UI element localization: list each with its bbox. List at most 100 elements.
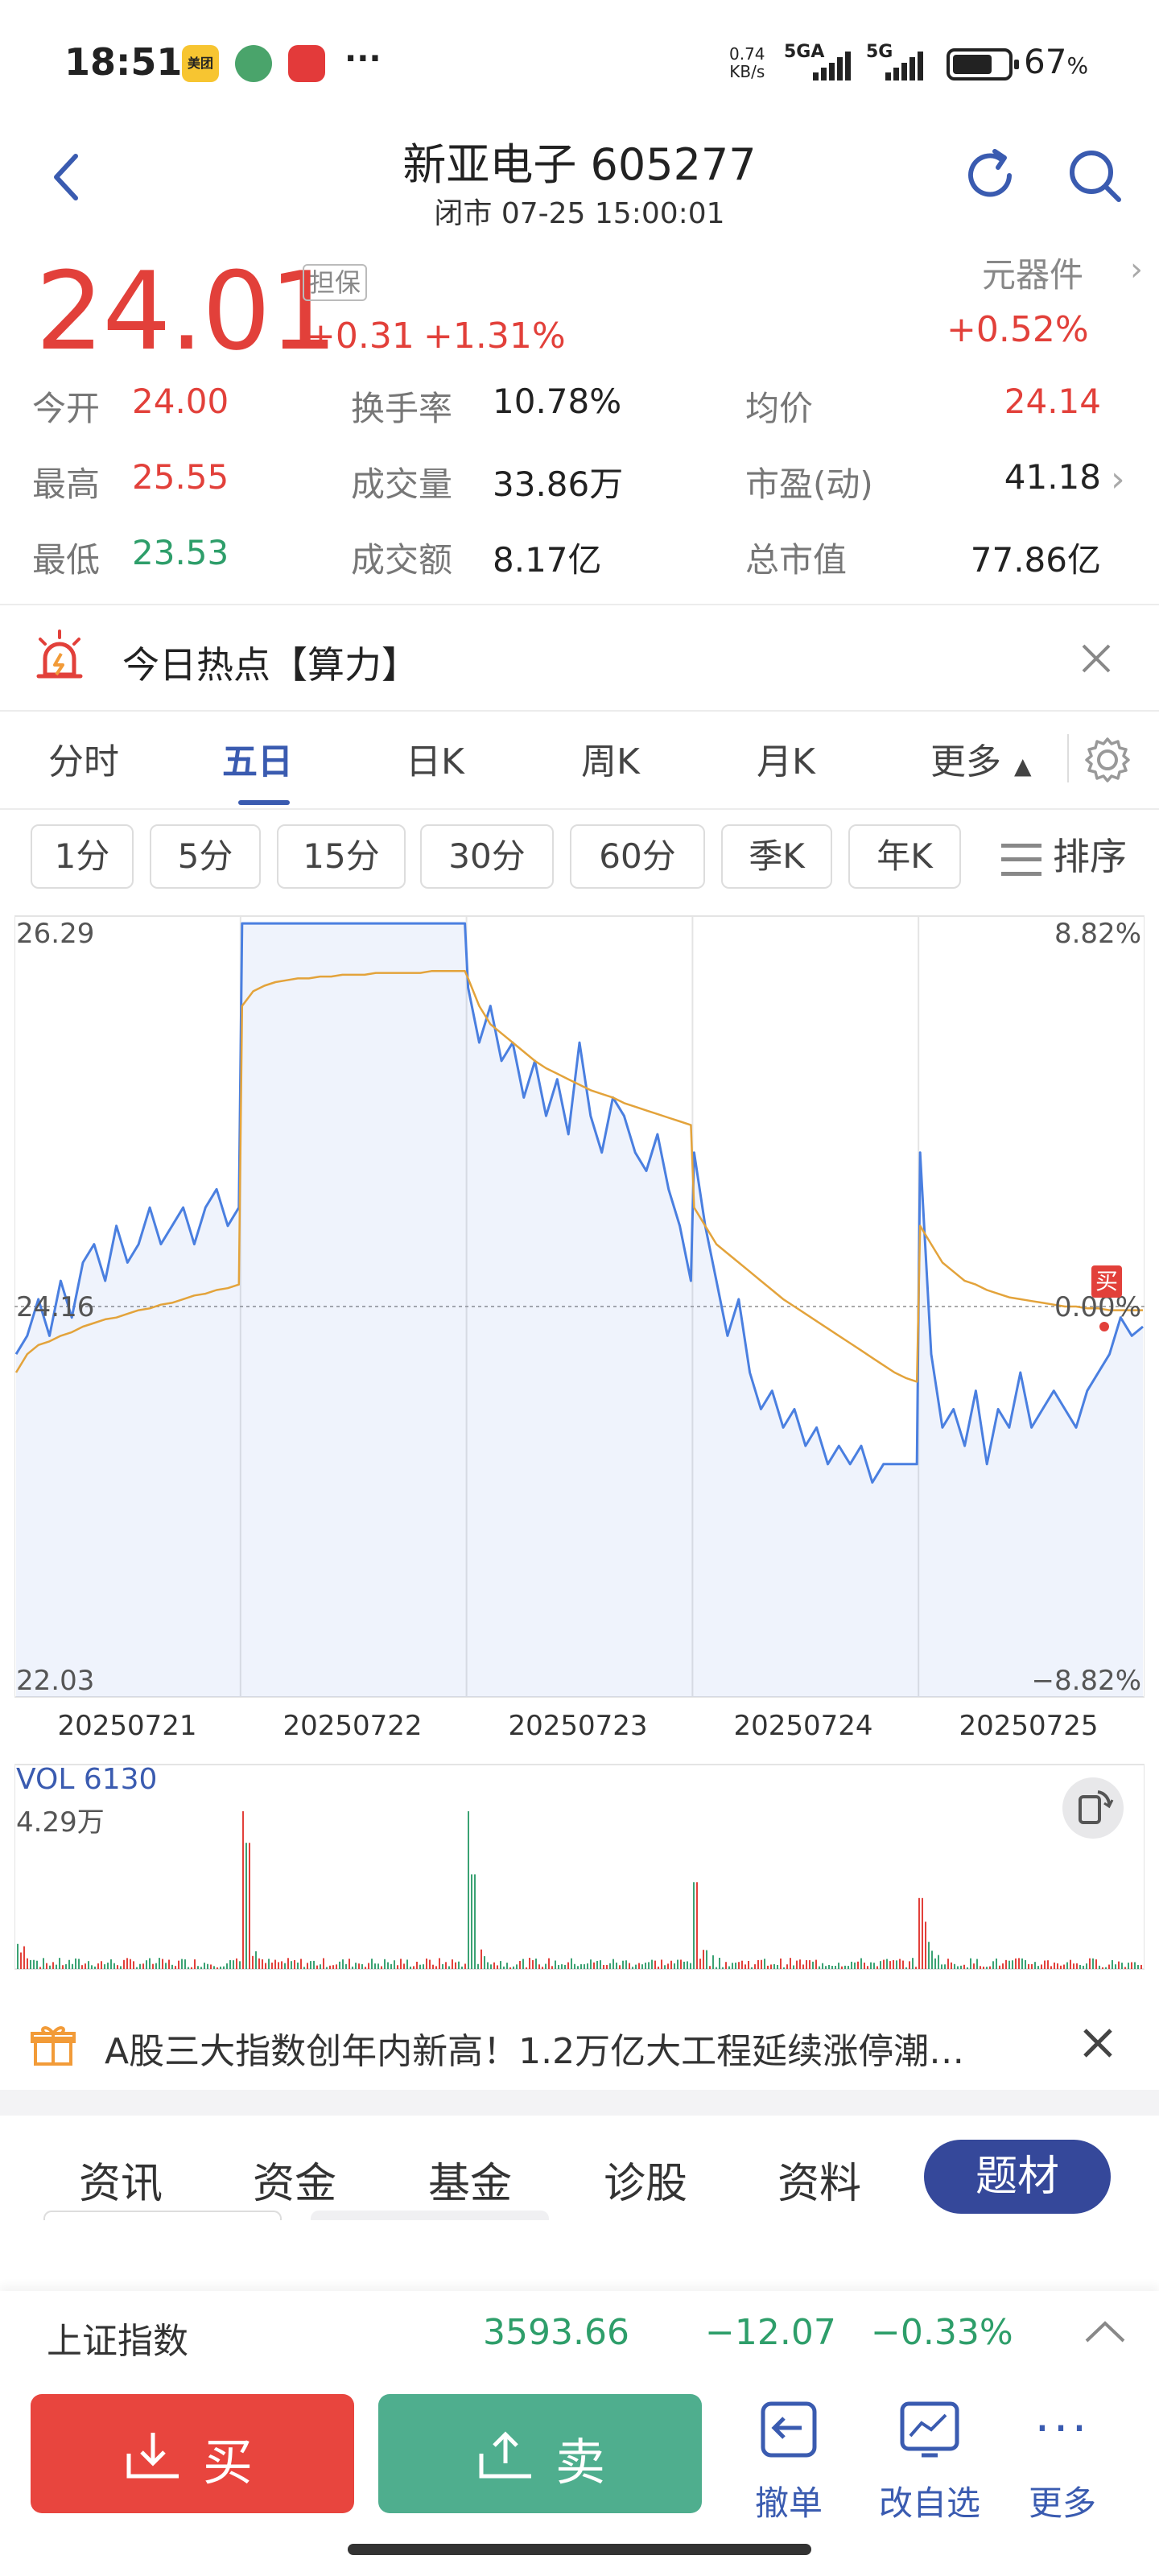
stat-value: 33.86万 — [493, 464, 624, 504]
stat-label: 最低 — [32, 540, 101, 580]
buy-button[interactable]: 买 — [31, 2394, 354, 2513]
sort-button[interactable]: 排序 — [1001, 824, 1127, 889]
net-speed: 0.74 KB/s — [729, 45, 765, 80]
search-icon — [1070, 151, 1121, 202]
battery-level: 67% — [1024, 42, 1089, 81]
market-status: 闭市 07-25 15:00:01 — [434, 197, 725, 230]
news-text: A股三大指数创年内新高！1.2万亿大工程延续涨停潮… — [105, 2031, 965, 2072]
meituan-app-icon: 美团 — [182, 45, 219, 82]
price-change: +0.31 — [306, 316, 415, 357]
gift-icon — [31, 2026, 76, 2066]
edit-watchlist-icon — [900, 2401, 959, 2458]
tab-more[interactable]: 更多 ▲ — [930, 733, 1032, 784]
stat-value: 8.17亿 — [493, 540, 602, 580]
stat-value: 24.00 — [132, 382, 229, 421]
volume-label: VOL 6130 — [16, 1763, 158, 1796]
sector-link[interactable]: 元器件 › — [982, 248, 1143, 296]
volume-chart[interactable]: VOL 6130 4.29万 — [14, 1758, 1145, 1975]
stats-grid: 今开 24.00 换手率 10.78% 均价 24.14 最高 25.55 成交… — [0, 378, 1159, 604]
tab-diagnosis[interactable]: 诊股 — [604, 2160, 688, 2208]
info-tab-bar: 资讯 资金 基金 诊股 资料 题材 — [0, 2116, 1159, 2228]
period-1min[interactable]: 1分 — [31, 824, 134, 889]
tab-wuri[interactable]: 五日 — [222, 741, 293, 782]
price-area-fill — [16, 923, 1143, 1697]
stat-label: 成交额 — [351, 540, 453, 580]
index-change-pct: −0.33% — [871, 2312, 1013, 2353]
close-icon[interactable] — [1079, 641, 1114, 676]
period-15min[interactable]: 15分 — [277, 824, 406, 889]
sell-label: 卖 — [555, 2433, 606, 2491]
more-actions-button[interactable]: ··· 更多 — [1006, 2396, 1119, 2524]
back-button[interactable] — [45, 145, 93, 209]
page-title: 新亚电子 605277 — [402, 139, 757, 190]
tab-divider — [1067, 734, 1069, 782]
search-button[interactable] — [1062, 143, 1127, 208]
pct-axis-bottom-label: −8.82% — [1031, 1665, 1142, 1697]
stat-label: 市盈(动) — [745, 464, 873, 504]
edit-watchlist-button[interactable]: 改自选 — [869, 2396, 990, 2524]
refresh-button[interactable] — [959, 143, 1024, 208]
buy-label: 买 — [203, 2433, 254, 2491]
action-bar: 买 卖 撤单 改自选 ··· 更多 — [0, 2380, 1159, 2576]
tab-fenshi[interactable]: 分时 — [48, 741, 119, 782]
five-day-chart[interactable]: 26.29 24.16 22.03 8.82% 0.00% −8.82% 买 — [14, 905, 1145, 1718]
period-quarter[interactable]: 季K — [721, 824, 832, 889]
edit-watchlist-label: 改自选 — [878, 2483, 980, 2523]
period-year[interactable]: 年K — [848, 824, 961, 889]
period-60min[interactable]: 60分 — [570, 824, 705, 889]
y-axis-mid-label: 24.16 — [16, 1291, 95, 1323]
stat-value: 10.78% — [493, 382, 622, 421]
stat-label: 总市值 — [745, 540, 848, 580]
news-banner[interactable]: A股三大指数创年内新高！1.2万亿大工程延续涨停潮… — [0, 1993, 1159, 2090]
stat-label: 最高 — [32, 464, 101, 504]
tab-active-indicator — [238, 800, 290, 805]
tab-funds-flow[interactable]: 资金 — [253, 2160, 337, 2208]
rotate-button[interactable] — [1062, 1777, 1124, 1839]
index-ticker[interactable]: 上证指数 3593.66 −12.07 −0.33% — [0, 2291, 1159, 2380]
settings-gear-icon[interactable] — [1082, 734, 1133, 786]
tab-zhouk[interactable]: 周K — [581, 741, 640, 782]
wealth-app-icon — [235, 45, 272, 82]
period-5min[interactable]: 5分 — [150, 824, 261, 889]
period-30min[interactable]: 30分 — [420, 824, 554, 889]
back-arrow-icon — [54, 154, 78, 200]
price-change-pct: +1.31% — [423, 316, 566, 357]
date-axis: 20250721 20250722 20250723 20250724 2025… — [14, 1710, 1145, 1750]
chevron-right-icon: › — [1130, 251, 1143, 288]
date-label: 20250721 — [57, 1710, 197, 1742]
stat-value: 25.55 — [132, 457, 229, 497]
sell-button[interactable]: 卖 — [378, 2394, 702, 2513]
tab-profile[interactable]: 资料 — [777, 2160, 862, 2208]
stat-label: 换手率 — [351, 389, 453, 428]
status-time: 18:51 — [64, 40, 183, 84]
more-actions-label: 更多 — [1028, 2483, 1096, 2523]
tab-theme[interactable]: 题材 — [924, 2140, 1111, 2214]
tab-rik[interactable]: 日K — [406, 741, 464, 782]
cancel-order-button[interactable]: 撤单 — [740, 2396, 837, 2524]
more-dots-icon: ··· — [1034, 2401, 1091, 2457]
price-line — [14, 922, 1144, 1484]
buy-signal-label: 买 — [1095, 1268, 1118, 1294]
tab-news[interactable]: 资讯 — [79, 2160, 163, 2208]
stat-value: 77.86亿 — [970, 540, 1101, 580]
average-price-line — [14, 970, 1143, 1383]
signal-1-label: 5GA — [784, 42, 825, 62]
stats-expand-icon[interactable]: › — [1111, 459, 1125, 500]
chevron-up-icon[interactable] — [1083, 2318, 1127, 2346]
signal-2-label: 5G — [866, 42, 893, 62]
signal-2-icon — [885, 50, 929, 82]
stat-label: 成交量 — [351, 464, 453, 504]
menu-icon — [1001, 843, 1041, 876]
y-axis-bottom-label: 22.03 — [16, 1665, 95, 1697]
date-label: 20250723 — [508, 1710, 648, 1742]
index-value: 3593.66 — [483, 2312, 629, 2353]
pct-axis-top-label: 8.82% — [1054, 918, 1141, 950]
tab-yuek[interactable]: 月K — [757, 741, 815, 782]
margin-badge: 担保 — [303, 264, 368, 301]
chart-frame — [14, 915, 1145, 1698]
hot-topic-banner[interactable]: 今日热点【算力】 — [0, 605, 1159, 710]
home-indicator — [348, 2544, 811, 2555]
caret-up-icon: ▲ — [1014, 753, 1032, 779]
close-icon[interactable] — [1080, 2025, 1116, 2061]
tab-fund[interactable]: 基金 — [428, 2160, 513, 2208]
